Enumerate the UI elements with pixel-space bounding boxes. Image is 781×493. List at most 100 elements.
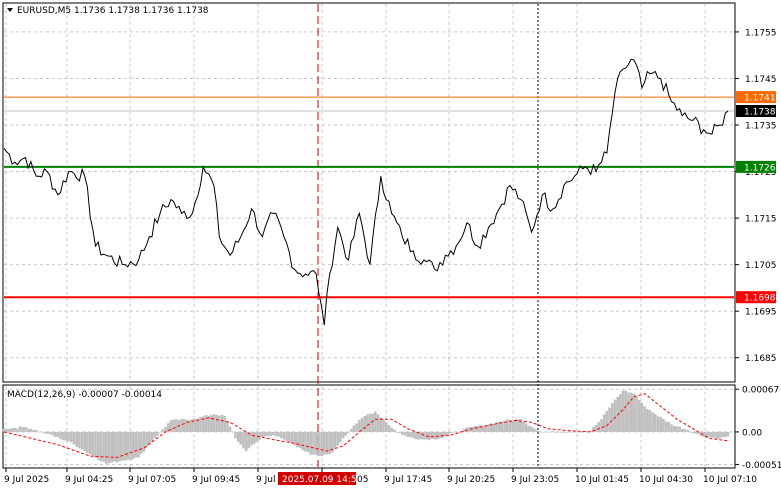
macd-axis: 0.00067 0.00 -0.00051: [735, 386, 781, 471]
macd-histogram-bar: [355, 423, 358, 432]
macd-histogram-bar: [228, 426, 232, 432]
macd-histogram-bar: [72, 431, 76, 445]
macd-histogram-bar: [438, 431, 442, 439]
macd-histogram-bar: [244, 431, 248, 451]
macd-histogram-bar: [635, 397, 638, 432]
macd-histogram-bar: [667, 422, 671, 432]
macd-histogram-bar: [304, 431, 307, 452]
macd-histogram-bar: [166, 423, 170, 432]
macd-tick-label: -0.00051: [742, 461, 781, 471]
macd-histogram-bar: [398, 431, 401, 433]
macd-histogram-bar: [619, 394, 622, 432]
macd-histogram-bar: [411, 431, 415, 438]
macd-histogram-bar: [659, 416, 662, 432]
macd-histogram-bar: [247, 431, 251, 449]
macd-histogram-bar: [527, 425, 531, 432]
macd-histogram-bar: [457, 431, 461, 433]
macd-histogram-bar: [368, 413, 372, 432]
macd-histogram-bar: [183, 419, 186, 432]
macd-histogram-bar: [441, 431, 444, 438]
macd-histogram-bar: [43, 431, 46, 434]
macd-histogram-bar: [358, 419, 361, 432]
low-level-price-tag: [736, 291, 776, 304]
macd-histogram-bar: [629, 392, 633, 432]
macd-histogram-bar: [325, 431, 329, 455]
macd-histogram-bar: [18, 426, 22, 432]
macd-histogram-bar: [707, 431, 711, 438]
macd-histogram-bar: [172, 419, 175, 432]
macd-histogram-bar: [476, 425, 479, 432]
macd-histogram-bar: [185, 419, 189, 432]
macd-histogram-bar: [549, 431, 552, 433]
macd-histogram-bar: [465, 427, 469, 432]
time-tick-label: 9 Jul 09:45: [192, 475, 240, 485]
collapse-triangle-icon[interactable]: [7, 8, 13, 12]
macd-histogram-bar: [207, 415, 210, 432]
macd-histogram-bar: [654, 414, 657, 432]
macd-histogram-bar: [522, 422, 525, 432]
price-tick-label: 1.1685: [745, 354, 777, 364]
macd-histogram-bar: [551, 431, 555, 432]
macd-histogram-bar: [605, 410, 609, 432]
macd-histogram-bar: [578, 431, 582, 433]
crosshair-time-badge: [278, 472, 356, 485]
macd-histogram-bar: [339, 431, 342, 443]
macd-histogram-bar: [524, 423, 528, 432]
macd-histogram-bar: [390, 427, 393, 432]
macd-histogram-bar: [449, 431, 453, 434]
macd-histogram-bar: [193, 419, 197, 432]
macd-histogram-bar: [258, 431, 261, 440]
macd-panel-frame: [2, 384, 736, 469]
macd-histogram-bar: [662, 418, 665, 432]
macd-histogram-bar: [374, 411, 377, 432]
macd-histogram-bar: [331, 431, 334, 453]
macd-histogram-bar: [376, 414, 380, 432]
macd-histogram-bar: [40, 431, 43, 433]
macd-histogram-bar: [261, 431, 264, 437]
macd-histogram-bar: [468, 427, 471, 432]
support-price-tag: [736, 160, 776, 173]
macd-histogram-bar: [99, 431, 103, 462]
macd-histogram-bar: [29, 428, 33, 432]
macd-histogram-bar: [444, 431, 447, 437]
macd-histogram-bar: [479, 424, 482, 432]
macd-histogram-bar: [191, 419, 194, 432]
macd-histogram-bar: [188, 420, 191, 432]
time-tick-label: 9 Jul 23:05: [511, 475, 559, 485]
macd-histogram-bar: [234, 431, 237, 439]
macd-histogram-bar: [306, 431, 310, 453]
macd-histogram-bar: [80, 431, 84, 450]
time-tick-label: 05: [357, 475, 368, 485]
macd-histogram-bar: [543, 431, 547, 433]
symbol-header: EURUSD,M5 1.1736 1.1738 1.1736 1.1738: [17, 6, 209, 16]
macd-histogram-bar: [110, 431, 113, 463]
macd-histogram-bar: [113, 431, 116, 462]
macd-histogram-bar: [519, 419, 523, 432]
macd-histogram-bar: [153, 431, 156, 439]
macd-histogram-bar: [382, 419, 385, 432]
macd-histogram-bar: [236, 431, 240, 442]
macd-histogram-bar: [503, 420, 506, 432]
time-tick-label: 10 Jul 04:30: [639, 475, 693, 485]
macd-histogram-bar: [129, 431, 132, 460]
macd-histogram-bar: [602, 414, 606, 432]
vertical-markers: [317, 4, 539, 467]
macd-histogram-bar: [309, 431, 313, 455]
macd-histogram-bar: [627, 392, 630, 432]
macd-histogram-bar: [683, 429, 687, 432]
macd-histogram-bar: [473, 425, 477, 432]
macd-histogram-bar: [697, 431, 700, 435]
macd-histogram-bar: [279, 431, 283, 438]
macd-histogram-bar: [10, 428, 14, 432]
macd-histogram-bar: [204, 415, 208, 432]
macd-histogram-bar: [600, 419, 603, 432]
macd-histogram-bar: [433, 431, 436, 440]
macd-histogram-bar: [145, 431, 148, 448]
time-axis: 9 Jul 2025 9 Jul 04:25 9 Jul 07:05 9 Jul 09…: [4, 468, 757, 485]
macd-histogram-bar: [35, 430, 38, 432]
macd-histogram-bar: [78, 431, 81, 449]
macd-histogram-bar: [59, 431, 62, 440]
macd-histogram-bar: [554, 431, 557, 433]
macd-tick-label: 0.00: [742, 428, 762, 438]
